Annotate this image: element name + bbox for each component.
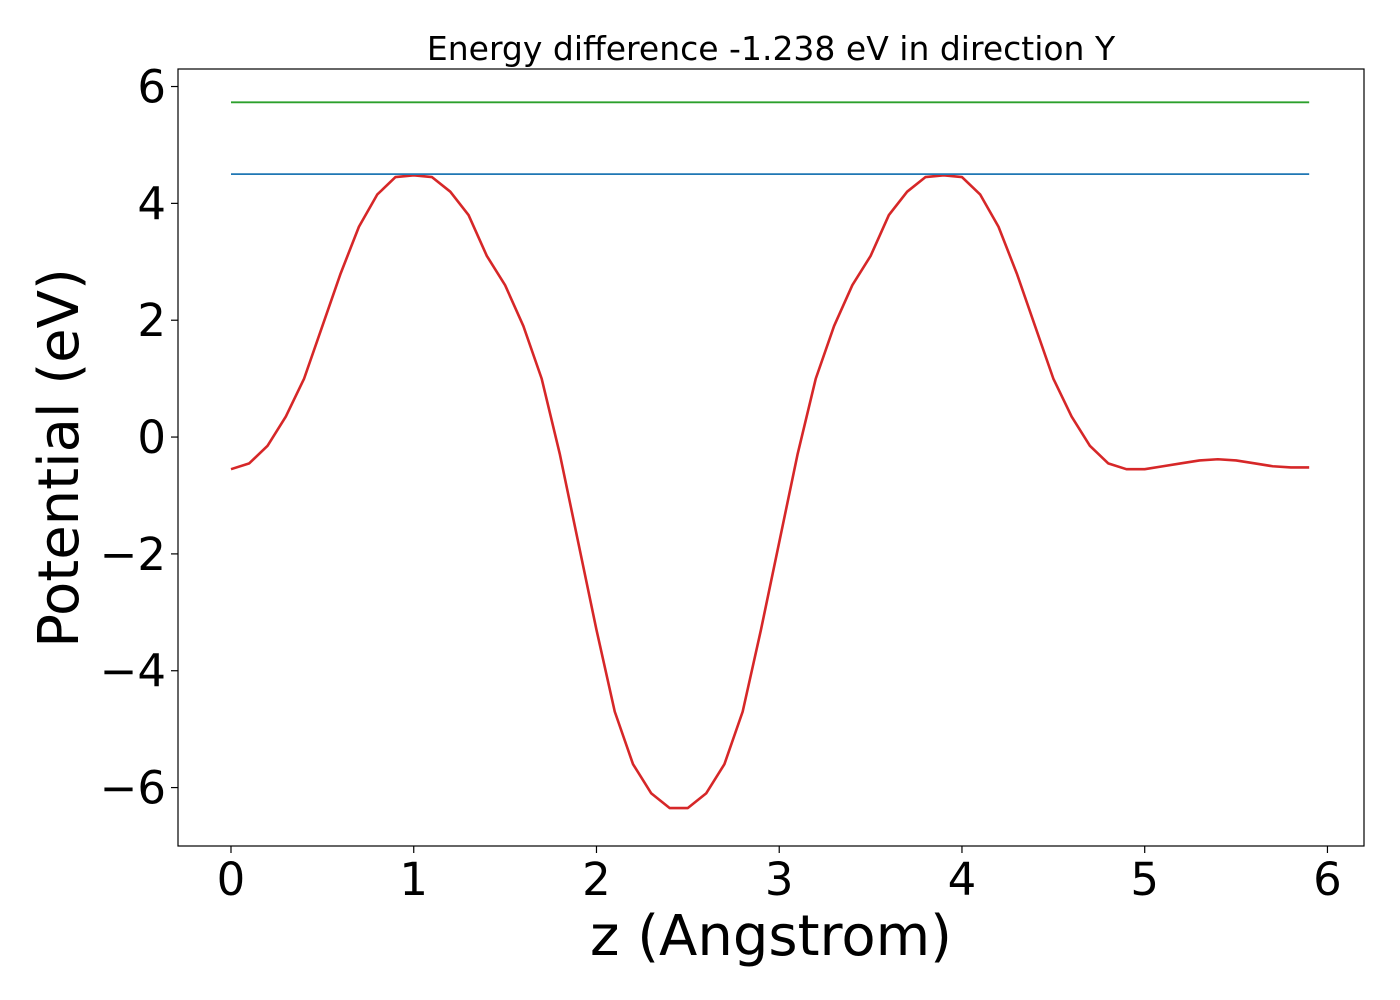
y-tick-label: −6 (100, 762, 166, 815)
y-axis-label: Potential (eV) (27, 268, 92, 648)
x-tick-label: 5 (1130, 853, 1159, 906)
y-tick-label: 4 (137, 177, 166, 230)
series-line-0 (230, 174, 1310, 810)
y-tick-label: −2 (100, 528, 166, 581)
y-tick-label: 0 (137, 411, 166, 464)
chart-title: Energy difference -1.238 eV in direction… (427, 29, 1116, 68)
plot-area-frame (177, 68, 1365, 847)
series-layer (230, 101, 1310, 810)
x-tick-label: 2 (582, 853, 611, 906)
x-axis-label: z (Angstrom) (590, 904, 952, 969)
x-tick-label: 4 (948, 853, 977, 906)
x-tick-label: 1 (399, 853, 428, 906)
x-axis: 0 1 2 3 4 5 6 (217, 846, 1342, 906)
y-tick-label: 2 (137, 294, 166, 347)
y-tick-label: 6 (137, 61, 166, 114)
x-tick-label: 6 (1313, 853, 1342, 906)
y-axis: 6 4 2 0 −2 −4 −6 (100, 61, 178, 815)
y-tick-label: −4 (100, 645, 166, 698)
x-tick-label: 0 (217, 853, 246, 906)
x-tick-label: 3 (765, 853, 794, 906)
